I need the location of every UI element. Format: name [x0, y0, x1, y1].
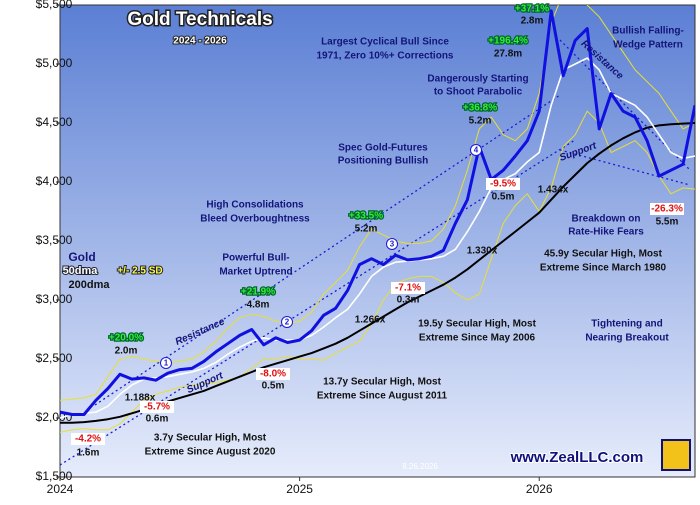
- annotation: +21.9%: [241, 287, 275, 298]
- annotation: 2.8m: [521, 16, 544, 27]
- annotation: 8.26.2026: [402, 462, 438, 471]
- annotation: 13.7y Secular High, Most: [323, 377, 441, 388]
- series-line: [60, 57, 695, 419]
- marker-circle: [281, 316, 293, 328]
- annotation: Dangerously Starting: [427, 74, 528, 85]
- logo: [661, 439, 691, 471]
- annotation: Breakdown on: [572, 214, 641, 225]
- annotation: -4.2%: [75, 434, 101, 445]
- annotation: 5.5m: [656, 217, 679, 228]
- annotation: 1.266x: [355, 315, 386, 326]
- annotation: Nearing Breakout: [585, 333, 669, 344]
- annotation: 0.5m: [492, 192, 515, 203]
- annotation: Extreme Since May 2006: [419, 333, 536, 344]
- marker-circle: [160, 357, 172, 369]
- annotation: Tightening and: [591, 319, 662, 330]
- annotation: 4.8m: [247, 300, 270, 311]
- annotation: -8.0%: [260, 369, 286, 380]
- annotation: 5.2m: [355, 224, 378, 235]
- annotation: 1.434x: [538, 185, 569, 196]
- label-box: [486, 178, 520, 190]
- y-tick-label: $3,000: [36, 292, 73, 306]
- annotation: 45.9y Secular High, Most: [544, 249, 662, 260]
- annotation: Market Uptrend: [219, 267, 292, 278]
- annotation: 19.5y Secular High, Most: [418, 319, 536, 330]
- annotation: 1.188x: [125, 393, 156, 404]
- y-tick-label: $5,500: [36, 0, 73, 11]
- y-tick-label: $1,500: [36, 469, 73, 483]
- legend-label: 50dma: [63, 265, 99, 277]
- marker-number: 3: [390, 240, 395, 249]
- marker-circle: [470, 144, 482, 156]
- annotation: 0.5m: [262, 381, 285, 392]
- annotation: -5.7%: [144, 402, 170, 413]
- y-tick-label: $4,500: [36, 115, 73, 129]
- x-tick-label: 2026: [526, 482, 553, 496]
- label-box: [140, 401, 174, 413]
- annotation: 1971, Zero 10%+ Corrections: [316, 51, 453, 62]
- annotation: Spec Gold-Futures: [338, 143, 428, 154]
- annotation: Bullish Falling-: [612, 26, 684, 37]
- annotation: 1.6m: [77, 448, 100, 459]
- y-tick-label: $3,500: [36, 233, 73, 247]
- annotation: Bleed Overboughtness: [200, 214, 310, 225]
- label-box: [256, 368, 290, 380]
- chart-subtitle: 2024 - 2026: [173, 36, 227, 47]
- marker-circle: [386, 238, 398, 250]
- annotation: to Shoot Parabolic: [434, 87, 523, 98]
- annotation: Extreme Since August 2011: [317, 391, 448, 402]
- annotation: 0.6m: [146, 414, 169, 425]
- annotation: 1.330x: [467, 246, 498, 257]
- y-tick-label: $5,000: [36, 56, 73, 70]
- x-tick-label: 2024: [47, 482, 74, 496]
- annotation: -9.5%: [490, 179, 516, 190]
- annotation: +36.8%: [463, 103, 497, 114]
- label-box: [650, 203, 684, 215]
- annotation: Powerful Bull-: [222, 253, 289, 264]
- trend-line: [94, 94, 561, 406]
- annotation: 3.7y Secular High, Most: [154, 433, 267, 444]
- annotation: High Consolidations: [206, 200, 304, 211]
- series-line: [60, 110, 695, 433]
- legend-label: Gold: [68, 250, 95, 264]
- annotation: 0.3m: [397, 295, 420, 306]
- annotation: +33.5%: [349, 211, 383, 222]
- annotation: 2.0m: [115, 346, 138, 357]
- marker-number: 1: [164, 359, 169, 368]
- annotation: 5.2m: [469, 116, 492, 127]
- annotation: +37.1%: [515, 4, 549, 15]
- chart-title: Gold Technicals: [127, 9, 272, 30]
- legend-label: +/- 2.5 SD: [117, 266, 162, 277]
- legend-label: 200dma: [69, 279, 111, 291]
- y-tick-label: $4,000: [36, 174, 73, 188]
- annotation: www.ZealLLC.com: [510, 449, 644, 466]
- marker-number: 4: [474, 146, 479, 155]
- y-tick-label: $2,500: [36, 351, 73, 365]
- annotation: -7.1%: [395, 283, 421, 294]
- annotation: +20.0%: [109, 333, 143, 344]
- series-line: [60, 9, 695, 416]
- annotation: 27.8m: [494, 49, 522, 60]
- annotation: Positioning Bullish: [338, 156, 429, 167]
- marker-number: 2: [285, 318, 290, 327]
- x-tick-label: 2025: [286, 482, 313, 496]
- annotation: +196.4%: [488, 36, 528, 47]
- annotation: Largest Cyclical Bull Since: [321, 37, 449, 48]
- annotation: Extreme Since August 2020: [145, 447, 276, 458]
- label-box: [391, 282, 425, 294]
- annotation: Rate-Hike Fears: [568, 227, 644, 238]
- annotation: Wedge Pattern: [613, 40, 683, 51]
- label-box: [71, 433, 105, 445]
- annotation: -26.3%: [651, 204, 683, 215]
- annotation: Extreme Since March 1980: [540, 263, 667, 274]
